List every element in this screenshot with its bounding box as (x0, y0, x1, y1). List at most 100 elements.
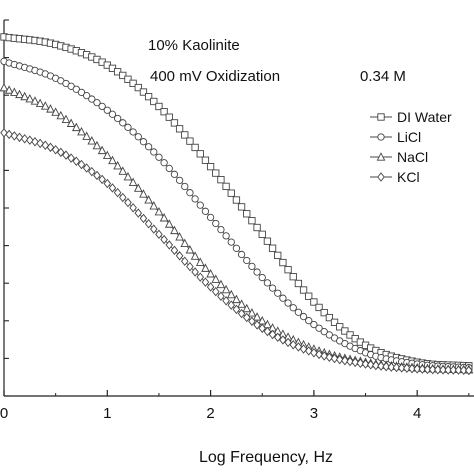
data-point-kcl (124, 197, 132, 208)
data-point-licl (88, 95, 96, 103)
data-point-licl (139, 138, 148, 146)
data-point-kcl (144, 219, 153, 229)
data-point-nacl (190, 251, 200, 260)
data-point-di-water (206, 162, 215, 171)
data-point-nacl (66, 118, 76, 127)
data-point-nacl (128, 177, 138, 187)
data-point-licl (134, 133, 142, 141)
data-point-kcl (5, 129, 13, 140)
data-point-di-water (186, 137, 194, 145)
x-tick-label: 0 (0, 405, 8, 422)
data-point-licl (217, 225, 225, 234)
legend-label-kcl: KCl (397, 169, 420, 185)
data-point-kcl (263, 326, 272, 337)
data-point-nacl (51, 107, 60, 116)
data-point-kcl (10, 131, 19, 141)
data-point-kcl (366, 360, 375, 370)
data-point-licl (274, 289, 282, 297)
data-point-licl (289, 304, 297, 312)
data-point-kcl (139, 213, 148, 224)
data-point-kcl (423, 364, 432, 375)
data-point-di-water (124, 75, 132, 83)
data-point-nacl (9, 87, 19, 96)
data-point-di-water (237, 203, 246, 211)
data-point-nacl (221, 284, 231, 294)
legend-marker-kcl (377, 172, 385, 182)
data-point-di-water (248, 217, 256, 225)
data-point-di-water (341, 327, 349, 335)
data-point-di-water (263, 237, 272, 245)
data-point-licl (243, 256, 251, 265)
data-point-kcl (397, 363, 406, 373)
data-point-nacl (123, 171, 133, 181)
data-point-kcl (227, 300, 236, 310)
data-point-nacl (201, 263, 210, 272)
data-point-nacl (30, 96, 40, 105)
data-point-licl (206, 213, 215, 222)
data-point-licl (119, 119, 127, 127)
data-point-kcl (82, 163, 91, 173)
data-point-di-water (346, 331, 354, 339)
data-point-kcl (170, 245, 179, 256)
data-point-di-water (305, 292, 313, 300)
data-point-kcl (160, 234, 168, 245)
data-point-nacl (20, 91, 29, 101)
data-point-licl (77, 88, 86, 97)
data-point-nacl (77, 126, 86, 136)
data-point-licl (150, 148, 158, 156)
data-point-di-water (134, 83, 142, 92)
data-point-di-water (315, 303, 323, 312)
data-point-di-water (129, 79, 137, 87)
data-point-nacl (82, 131, 91, 140)
data-point-licl (268, 284, 277, 292)
data-point-nacl (159, 213, 169, 222)
annotation-sample: 10% Kaolinite (148, 37, 240, 54)
x-axis-label: Log Frequency, Hz (199, 449, 333, 466)
annotation-concentration: 0.34 M (360, 68, 406, 85)
data-point-licl (315, 324, 323, 332)
data-point-kcl (0, 128, 8, 138)
data-point-di-water (253, 223, 261, 232)
data-point-kcl (46, 142, 55, 153)
data-point-kcl (444, 365, 452, 375)
data-point-licl (196, 201, 204, 209)
data-point-di-water (201, 156, 210, 164)
data-point-nacl (4, 85, 14, 94)
data-point-kcl (268, 329, 277, 340)
data-point-kcl (330, 353, 339, 364)
data-point-licl (82, 92, 91, 100)
data-point-kcl (356, 358, 365, 368)
data-point-kcl (253, 320, 261, 330)
legend-label-licl: LiCl (397, 129, 421, 145)
data-point-kcl (20, 134, 29, 144)
data-point-kcl (103, 178, 112, 189)
x-tick-label: 4 (413, 405, 421, 422)
data-point-di-water (217, 176, 225, 184)
data-point-nacl (25, 93, 35, 103)
data-point-nacl (108, 155, 117, 165)
data-point-licl (165, 164, 173, 173)
legend-marker-di-water (377, 113, 385, 121)
data-point-kcl (175, 251, 184, 261)
data-point-kcl (15, 132, 24, 143)
data-point-kcl (418, 364, 427, 374)
data-point-licl (201, 207, 210, 215)
data-point-di-water (144, 93, 153, 101)
data-point-nacl (87, 136, 97, 145)
data-point-kcl (351, 357, 359, 368)
data-point-licl (181, 182, 189, 191)
data-point-kcl (119, 192, 127, 203)
data-point-kcl (403, 363, 411, 373)
data-point-licl (160, 159, 168, 167)
data-point-kcl (459, 365, 468, 376)
data-point-di-water (274, 251, 282, 260)
data-point-di-water (320, 308, 328, 317)
data-point-licl (93, 98, 101, 107)
data-point-licl (237, 250, 246, 259)
data-point-kcl (434, 365, 442, 375)
data-point-di-water (258, 230, 266, 238)
data-point-nacl (35, 98, 45, 108)
data-point-kcl (88, 166, 96, 177)
data-point-nacl (139, 189, 148, 198)
data-point-nacl (226, 289, 236, 299)
